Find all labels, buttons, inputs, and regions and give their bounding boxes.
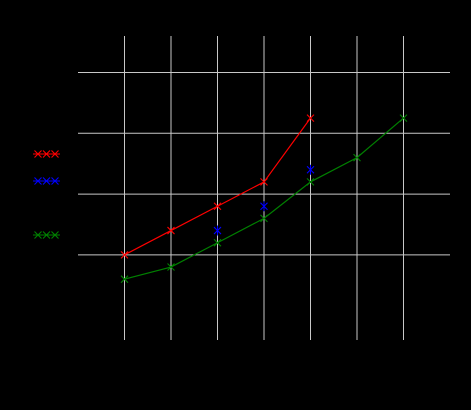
legend-marker-0-0 [34,150,42,158]
legend-marker-0-2 [51,150,59,158]
data-point-2-1 [167,263,175,271]
legend-marker-1-2 [51,177,59,185]
legend-marker-1-0 [34,177,42,185]
legend-marker-0-1 [42,150,51,158]
series-layer [120,114,408,284]
data-point-2-3 [260,214,268,223]
series-0 [120,114,315,259]
data-point-2-0 [120,275,129,284]
legend-entry-0: XXX [33,148,89,161]
legend-marker-1-1 [42,177,51,185]
legend-marker-2-0 [34,231,42,239]
legend-label-2: XXX [66,229,89,242]
data-point-0-3 [260,178,268,186]
data-point-0-1 [167,226,175,235]
series-1 [213,164,315,236]
legend-entry-1: XXX [33,175,89,188]
legend: XXX XXX XXX [33,148,89,242]
data-point-0-0 [120,250,129,259]
data-point-0-4 [306,114,315,122]
legend-label-1: XXX [66,175,89,188]
legend-marker-2-1 [42,231,51,239]
legend-entry-2: XXX [33,229,89,242]
data-point-2-6 [399,114,408,122]
legend-label-0: XXX [66,148,89,161]
grid-lines [78,36,450,340]
data-point-2-4 [306,178,315,186]
legend-marker-2-2 [51,231,59,239]
data-point-2-5 [353,153,361,162]
series-2 [120,114,408,284]
data-point-0-2 [213,202,222,211]
data-point-2-2 [213,238,222,247]
